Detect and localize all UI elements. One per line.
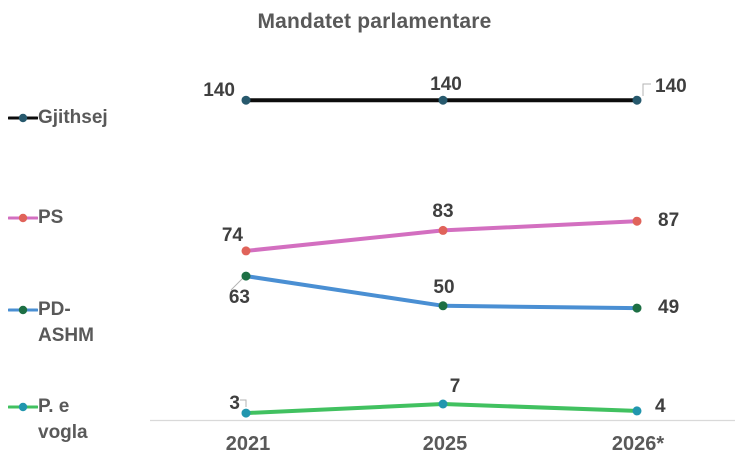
legend-label-line: ASHM xyxy=(38,325,94,346)
legend-item-p-e-vogla: P. e vogla xyxy=(8,394,88,446)
legend-line-icon xyxy=(8,113,38,123)
x-tick-label-2021: 2021 xyxy=(225,433,271,455)
data-point-pd-ashm-2 xyxy=(632,303,642,313)
data-point-gjithsej-0 xyxy=(241,95,251,105)
data-point-ps-2 xyxy=(632,216,642,226)
x-tick-label-2026: 2026* xyxy=(611,433,665,455)
label-leader-line xyxy=(642,83,651,96)
x-tick-label-2025: 2025 xyxy=(422,433,468,455)
value-label-p-e-vogla-2: 4 xyxy=(655,395,666,417)
data-point-p-e-vogla-1 xyxy=(438,399,448,409)
data-point-p-e-vogla-2 xyxy=(632,406,642,416)
legend-line-icon xyxy=(8,402,38,412)
data-point-gjithsej-2 xyxy=(632,95,642,105)
chart-title: Mandatet parlamentare xyxy=(257,10,492,33)
legend-line-icon xyxy=(8,305,38,315)
data-point-pd-ashm-0 xyxy=(241,271,251,281)
value-label-ps-2: 87 xyxy=(658,210,680,232)
value-label-ps-0: 74 xyxy=(221,225,243,246)
legend-item-pd-ashm: PD- ASHM xyxy=(8,297,94,349)
value-label-pd-ashm-2: 49 xyxy=(658,297,680,319)
value-label-pd-ashm-0: 63 xyxy=(228,287,250,309)
data-point-gjithsej-1 xyxy=(438,95,448,105)
data-point-pd-ashm-1 xyxy=(438,301,448,311)
legend-label-line: Gjithsej xyxy=(38,107,108,128)
legend-label-line: P. e xyxy=(38,396,70,417)
legend-item-gjithsej: Gjithsej xyxy=(8,105,108,131)
legend-label-line: PS xyxy=(38,207,64,228)
value-label-ps-1: 83 xyxy=(432,201,454,223)
legend-line-icon xyxy=(8,213,38,223)
label-leader-line xyxy=(240,399,247,407)
label-leader-line xyxy=(230,277,244,291)
legend-label-line: PD- xyxy=(38,299,71,320)
data-point-ps-0 xyxy=(241,246,251,256)
value-label-gjithsej-1: 140 xyxy=(430,74,462,96)
data-point-ps-1 xyxy=(438,225,448,235)
value-label-gjithsej-2: 140 xyxy=(655,76,687,98)
value-label-p-e-vogla-0: 3 xyxy=(229,393,240,415)
value-label-pd-ashm-1: 50 xyxy=(433,276,455,298)
legend-item-ps: PS xyxy=(8,205,63,231)
legend-label-line: vogla xyxy=(38,422,88,443)
value-label-gjithsej-0: 140 xyxy=(203,80,235,102)
data-point-p-e-vogla-0 xyxy=(241,408,251,418)
series-line-ps xyxy=(244,219,639,253)
value-label-p-e-vogla-1: 7 xyxy=(449,376,461,398)
